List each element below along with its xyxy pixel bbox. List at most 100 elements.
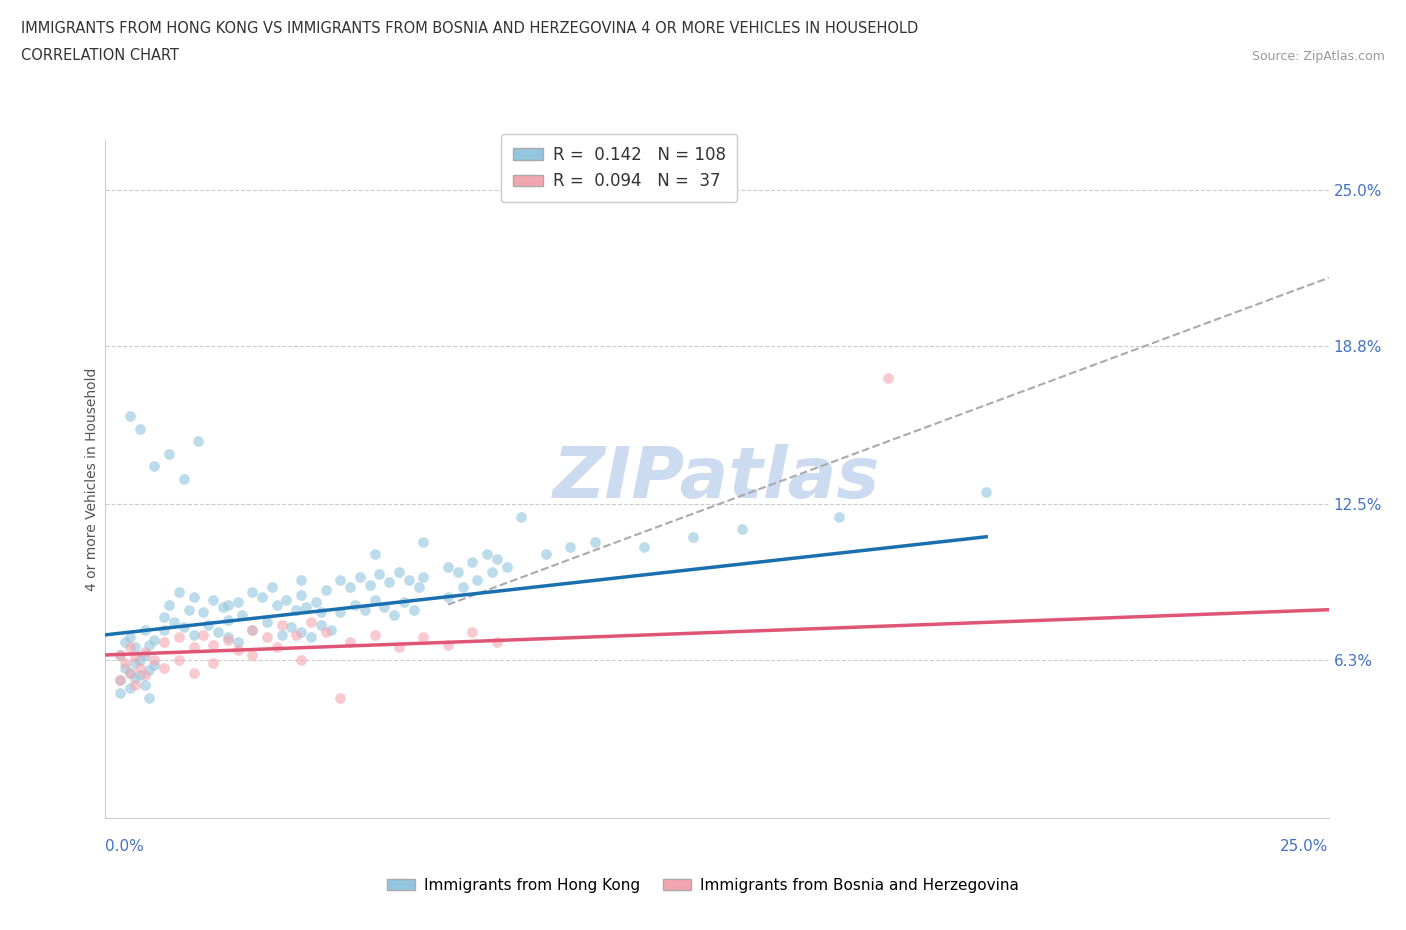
- Point: [481, 565, 503, 579]
- Point: [437, 560, 460, 575]
- Point: [143, 658, 166, 672]
- Point: [134, 645, 156, 660]
- Text: Source: ZipAtlas.com: Source: ZipAtlas.com: [1251, 50, 1385, 63]
- Point: [108, 647, 131, 662]
- Point: [207, 625, 229, 640]
- Point: [495, 560, 517, 575]
- Point: [193, 628, 215, 643]
- Point: [118, 680, 141, 695]
- Point: [226, 594, 249, 609]
- Point: [157, 597, 180, 612]
- Point: [447, 565, 470, 579]
- Point: [226, 635, 249, 650]
- Legend: Immigrants from Hong Kong, Immigrants from Bosnia and Herzegovina: Immigrants from Hong Kong, Immigrants fr…: [381, 872, 1025, 899]
- Point: [485, 635, 508, 650]
- Point: [437, 637, 460, 652]
- Point: [290, 587, 312, 602]
- Point: [329, 572, 352, 587]
- Point: [299, 615, 322, 630]
- Point: [290, 625, 312, 640]
- Point: [240, 622, 263, 637]
- Point: [202, 655, 225, 670]
- Point: [270, 628, 292, 643]
- Point: [363, 547, 385, 562]
- Point: [276, 592, 298, 607]
- Text: 25.0%: 25.0%: [1281, 839, 1329, 854]
- Point: [143, 653, 166, 668]
- Point: [118, 630, 141, 644]
- Point: [167, 653, 190, 668]
- Point: [250, 590, 273, 604]
- Point: [173, 620, 195, 635]
- Point: [128, 660, 150, 675]
- Point: [388, 640, 411, 655]
- Point: [183, 628, 205, 643]
- Point: [560, 539, 582, 554]
- Point: [183, 640, 205, 655]
- Point: [461, 554, 484, 569]
- Text: 0.0%: 0.0%: [105, 839, 145, 854]
- Point: [128, 668, 150, 683]
- Point: [339, 579, 361, 594]
- Point: [412, 569, 434, 584]
- Point: [363, 628, 385, 643]
- Point: [828, 510, 851, 525]
- Point: [290, 653, 312, 668]
- Point: [124, 678, 146, 693]
- Point: [359, 578, 381, 592]
- Point: [583, 535, 606, 550]
- Point: [138, 662, 160, 677]
- Point: [240, 585, 263, 600]
- Point: [138, 690, 160, 705]
- Point: [349, 569, 371, 584]
- Point: [295, 600, 318, 615]
- Point: [256, 615, 278, 630]
- Point: [212, 600, 235, 615]
- Text: CORRELATION CHART: CORRELATION CHART: [21, 48, 179, 63]
- Point: [378, 575, 401, 590]
- Point: [124, 650, 146, 665]
- Point: [633, 539, 655, 554]
- Point: [398, 572, 420, 587]
- Point: [388, 565, 411, 579]
- Point: [134, 668, 156, 683]
- Point: [217, 630, 239, 644]
- Point: [309, 604, 332, 619]
- Point: [475, 547, 498, 562]
- Point: [461, 625, 484, 640]
- Point: [202, 592, 225, 607]
- Point: [153, 622, 176, 637]
- Point: [343, 597, 366, 612]
- Point: [682, 529, 704, 544]
- Point: [240, 647, 263, 662]
- Point: [877, 371, 900, 386]
- Point: [319, 622, 342, 637]
- Point: [266, 640, 288, 655]
- Point: [153, 635, 176, 650]
- Point: [108, 647, 131, 662]
- Point: [114, 660, 136, 675]
- Point: [451, 579, 474, 594]
- Point: [270, 618, 292, 632]
- Point: [138, 637, 160, 652]
- Text: IMMIGRANTS FROM HONG KONG VS IMMIGRANTS FROM BOSNIA AND HERZEGOVINA 4 OR MORE VE: IMMIGRANTS FROM HONG KONG VS IMMIGRANTS …: [21, 20, 918, 35]
- Point: [197, 618, 219, 632]
- Point: [217, 632, 239, 647]
- Point: [329, 604, 352, 619]
- Point: [363, 592, 385, 607]
- Point: [534, 547, 557, 562]
- Point: [163, 615, 186, 630]
- Point: [177, 603, 200, 618]
- Point: [157, 446, 180, 461]
- Point: [118, 665, 141, 680]
- Point: [187, 433, 209, 448]
- Point: [285, 628, 308, 643]
- Point: [114, 635, 136, 650]
- Legend: R =  0.142   N = 108, R =  0.094   N =  37: R = 0.142 N = 108, R = 0.094 N = 37: [501, 134, 737, 202]
- Point: [124, 640, 146, 655]
- Point: [402, 603, 425, 618]
- Point: [382, 607, 405, 622]
- Point: [124, 671, 146, 685]
- Point: [329, 690, 352, 705]
- Point: [392, 594, 415, 609]
